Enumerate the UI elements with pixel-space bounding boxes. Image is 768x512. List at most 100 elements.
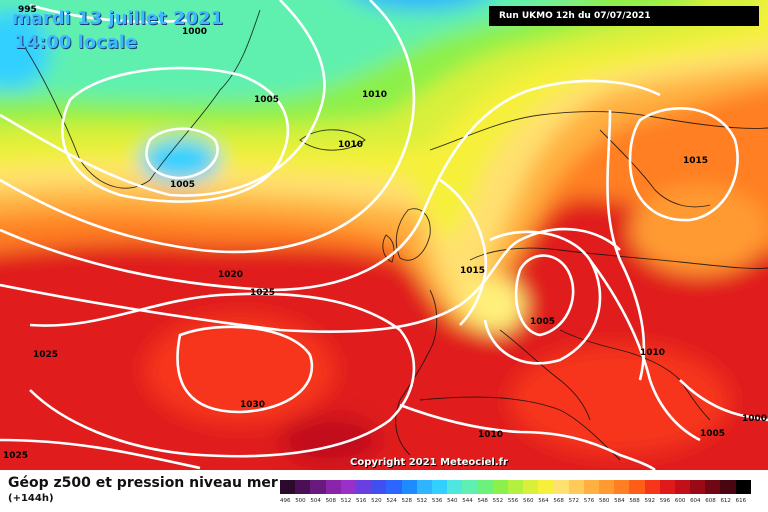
- isobar-label: 1025: [33, 350, 58, 360]
- isobar-label: 1025: [3, 451, 28, 461]
- color-scale-swatch: [295, 480, 311, 494]
- color-scale-swatch: [659, 480, 675, 494]
- color-scale-label: 504: [310, 498, 321, 504]
- color-scale-label: 556: [507, 498, 519, 504]
- color-scale-swatch: [355, 480, 372, 494]
- color-scale-swatch: [629, 480, 645, 494]
- color-scale-label: 532: [416, 498, 428, 504]
- color-scale-label: 564: [538, 498, 549, 504]
- isobar-1025: [29, 292, 416, 458]
- isobar-1005-se: [679, 379, 768, 422]
- isobar-1010-east: [588, 259, 701, 442]
- color-scale-label: 544: [462, 498, 473, 504]
- color-scale-swatch: [401, 480, 417, 494]
- isobar-label: 1010: [640, 348, 665, 358]
- isobar-1015: [0, 79, 661, 292]
- forecast-time: 14:00 locale: [14, 32, 138, 53]
- color-scale-label: 524: [386, 498, 397, 504]
- color-scale-swatch: [583, 480, 599, 494]
- isobar-1010-low: [61, 66, 290, 203]
- isobar-1005-europe: [514, 254, 575, 337]
- color-scale-swatch: [538, 480, 554, 494]
- isobar-1010-med: [399, 403, 656, 470]
- color-scale-swatch: [310, 480, 326, 494]
- color-scale-swatch: [325, 480, 341, 494]
- high-center-label: 1030: [240, 400, 265, 410]
- isobar-label: 1015: [460, 266, 485, 276]
- isobar-1015-east: [606, 109, 646, 381]
- isobar-1010-arc: [0, 0, 416, 254]
- color-scale-label: 604: [690, 498, 701, 504]
- copyright-text: Copyright 2021 Meteociel.fr: [350, 457, 508, 468]
- isobar-1015-scand: [628, 107, 739, 222]
- isobar-label: 1025: [250, 288, 275, 298]
- color-scale-swatch: [462, 480, 478, 494]
- color-scale-label: 508: [325, 498, 337, 504]
- color-scale-label: 560: [523, 498, 534, 504]
- color-scale-label: 496: [280, 498, 291, 504]
- color-scale-label: 568: [553, 498, 564, 504]
- color-scale-swatch: [523, 480, 539, 494]
- isobar-1015-europe: [439, 178, 488, 326]
- color-scale-swatch: [735, 480, 751, 494]
- color-scale-label: 580: [598, 498, 610, 504]
- color-scale-swatch: [598, 480, 615, 494]
- color-scale-label: 552: [492, 498, 504, 504]
- color-scale-swatch: [674, 480, 691, 494]
- color-scale-label: 596: [659, 498, 671, 504]
- color-scale-label: 536: [431, 498, 443, 504]
- color-scale-label: 584: [614, 498, 625, 504]
- isobars: [0, 0, 768, 470]
- isobar-label: 1005: [254, 95, 279, 105]
- color-scale-swatch: [477, 480, 493, 494]
- color-scale-label: 500: [295, 498, 306, 504]
- color-scale-swatch: [690, 480, 706, 494]
- isobar-label: 1020: [218, 270, 243, 280]
- color-scale-swatch: [416, 480, 432, 494]
- isobar-1005-arc: [0, 0, 326, 197]
- isobar-1010-europe: [483, 230, 602, 365]
- color-scale-label: 592: [644, 498, 656, 504]
- isobar-label: 1010: [362, 90, 387, 100]
- color-scale-label: 576: [583, 498, 595, 504]
- isobar-label: 1000: [182, 27, 207, 37]
- color-scale-label: 572: [568, 498, 580, 504]
- color-scale-swatch: [553, 480, 569, 494]
- color-scale-label: 512: [340, 498, 352, 504]
- legend-footer: Géop z500 et pression niveau mer (+144h)…: [0, 470, 768, 512]
- color-scale-label: 548: [477, 498, 488, 504]
- isobar-label: 1010: [338, 140, 363, 150]
- color-scale-swatch: [720, 480, 736, 494]
- color-scale-swatch: [447, 480, 463, 494]
- color-scale-swatch: [431, 480, 448, 494]
- isobar-label: 1000: [742, 414, 767, 424]
- isobar-labels: 995 1000 1005 1010 1010 1005 1015 1015 1…: [3, 5, 767, 461]
- isobar-1000: [29, 3, 191, 24]
- isobar-label: 1005: [700, 429, 725, 439]
- color-scale-label: 608: [705, 498, 716, 504]
- color-scale: [280, 480, 751, 494]
- color-scale-label: 516: [355, 498, 367, 504]
- color-scale-label: 616: [735, 498, 747, 504]
- color-scale-label: 540: [447, 498, 458, 504]
- color-scale-label: 600: [674, 498, 686, 504]
- color-scale-swatch: [644, 480, 660, 494]
- color-scale-label: 588: [629, 498, 640, 504]
- low-center-label: 1005: [170, 180, 195, 190]
- isobar-label: 1005: [530, 317, 555, 327]
- color-scale-swatch: [614, 480, 630, 494]
- color-scale-swatch: [371, 480, 387, 494]
- color-scale-swatch: [386, 480, 402, 494]
- color-scale-label: 612: [720, 498, 731, 504]
- isobar-1005-low: [145, 127, 219, 180]
- isobar-label: 1015: [683, 156, 708, 166]
- color-scale-swatch: [568, 480, 584, 494]
- color-scale-labels: 496 500 504 508 512 516 520 524 528 532 536 540 544 5…: [280, 498, 751, 504]
- color-scale-swatch: [492, 480, 508, 494]
- color-scale-label: 520: [371, 498, 382, 504]
- forecast-map: 995 1000 1005 1010 1010 1005 1015 1015 1…: [0, 0, 768, 470]
- isobar-1030-high: [176, 325, 314, 414]
- color-scale-label: 528: [401, 498, 413, 504]
- color-scale-swatch: [340, 480, 356, 494]
